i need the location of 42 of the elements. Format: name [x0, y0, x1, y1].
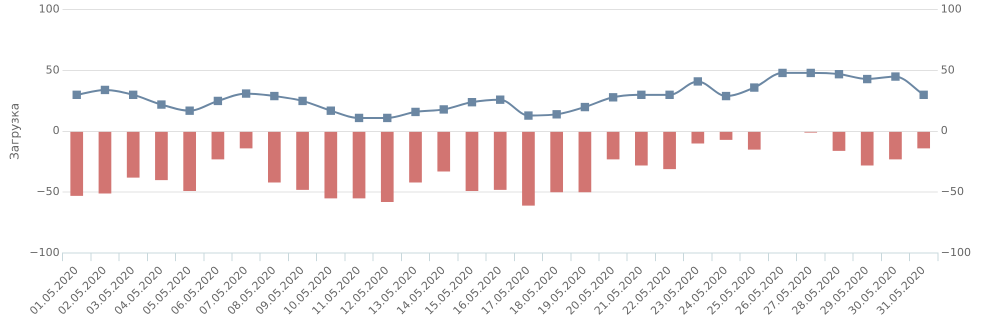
- point: [750, 83, 758, 92]
- point: [891, 72, 900, 81]
- point: [806, 68, 815, 78]
- y-tick-label: −100: [29, 246, 60, 259]
- y2-tick-label: 50: [940, 63, 955, 76]
- point: [100, 86, 110, 94]
- point: [157, 100, 166, 109]
- point: [411, 108, 420, 116]
- point: [834, 70, 844, 78]
- point: [608, 93, 618, 102]
- y2-tick-label: 100: [940, 2, 962, 16]
- point: [214, 96, 222, 106]
- point: [468, 98, 476, 106]
- point: [72, 90, 81, 100]
- point: [383, 114, 392, 122]
- point: [129, 90, 138, 100]
- y-tick-label: 50: [46, 63, 60, 76]
- point: [440, 105, 448, 114]
- point: [637, 90, 646, 100]
- y2-tick-label: −50: [940, 185, 964, 198]
- point: [524, 111, 533, 120]
- point: [722, 92, 730, 100]
- point: [298, 96, 307, 106]
- point: [326, 106, 335, 115]
- point: [270, 92, 279, 100]
- point: [552, 110, 561, 118]
- y-tick-label: 100: [38, 2, 60, 16]
- y2-tick-label: −100: [940, 246, 972, 259]
- point: [242, 89, 250, 98]
- point: [185, 106, 194, 115]
- point: [778, 68, 787, 78]
- point: [919, 90, 928, 100]
- point: [665, 90, 674, 100]
- point: [863, 74, 872, 84]
- y2-tick-label: 0: [940, 124, 948, 138]
- y-tick-label: −50: [36, 185, 60, 198]
- y-tick-label: 0: [52, 124, 60, 138]
- point: [354, 114, 364, 122]
- y-axis-title: Загрузка: [7, 102, 22, 160]
- point: [694, 77, 702, 86]
- point: [580, 102, 590, 112]
- point: [496, 96, 504, 104]
